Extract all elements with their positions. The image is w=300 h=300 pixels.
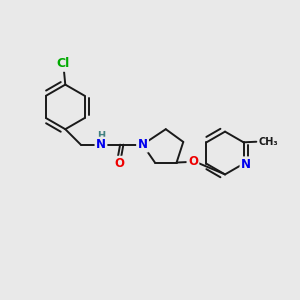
Text: Cl: Cl — [57, 57, 70, 70]
Text: N: N — [138, 138, 148, 151]
Text: H: H — [98, 131, 106, 141]
Text: O: O — [114, 157, 124, 170]
Text: N: N — [96, 138, 106, 151]
Text: CH₃: CH₃ — [258, 137, 278, 147]
Text: O: O — [188, 155, 198, 168]
Text: N: N — [241, 158, 251, 171]
